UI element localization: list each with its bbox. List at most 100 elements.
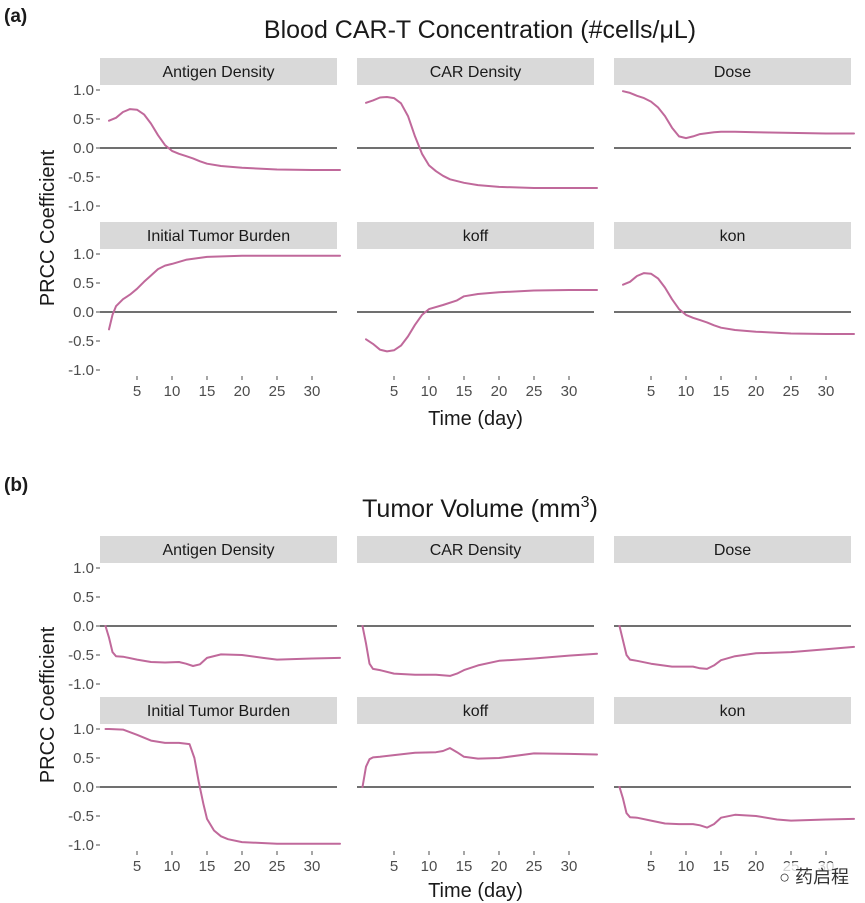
facet-initial-tumor-burden: Initial Tumor Burden 1.0 0.5 0.0 -0.5 -1.0 5 10… — [68, 697, 341, 875]
prcc-curve — [622, 272, 855, 335]
facet-title: Dose — [714, 542, 751, 559]
x-tick-label: 15 — [199, 383, 216, 400]
x-tick-label: 10 — [678, 858, 695, 875]
x-tick-label: 5 — [647, 858, 655, 875]
y-tick-label: 0.0 — [73, 618, 94, 635]
prcc-curve — [108, 254, 341, 331]
facet-strip — [100, 536, 337, 563]
y-tick-label: 0.5 — [73, 111, 94, 128]
x-tick-label: 20 — [234, 383, 251, 400]
x-tick-label: 20 — [748, 383, 765, 400]
y-tick-label: -1.0 — [68, 837, 94, 854]
facet-antigen-density: Antigen Density 1.0 0.5 0.0 -0.5 -1.0 — [68, 58, 341, 215]
facet-title: CAR Density — [430, 542, 522, 559]
x-tick-label: 15 — [713, 858, 730, 875]
prcc-curve — [365, 96, 598, 189]
watermark: ○ 药启程 — [775, 863, 853, 889]
x-tick-label: 5 — [390, 383, 398, 400]
x-tick-label: 10 — [421, 858, 438, 875]
prcc-curve — [365, 289, 598, 353]
facet-title: kon — [720, 228, 746, 245]
x-tick-label: 15 — [456, 858, 473, 875]
y-tick-label: -0.5 — [68, 169, 94, 186]
y-tick-label: 1.0 — [73, 82, 94, 99]
facet-koff: koff 5 10 15 20 25 30 — [357, 697, 598, 875]
x-tick-label: 20 — [491, 858, 508, 875]
x-tick-label: 30 — [818, 383, 835, 400]
facet-initial-tumor-burden: Initial Tumor Burden 1.0 0.5 0.0 -0.5 -1.0 5 10… — [68, 222, 341, 400]
x-tick-label: 5 — [133, 858, 141, 875]
facet-strip — [100, 58, 337, 85]
y-tick-label: 0.0 — [73, 304, 94, 321]
facet-strip — [357, 58, 594, 85]
x-tick-label: 30 — [561, 858, 578, 875]
y-tick-label: 1.0 — [73, 721, 94, 738]
chart-title: Blood CAR-T Concentration (#cells/μL) — [264, 16, 696, 44]
facet-car-density: CAR Density — [357, 58, 598, 189]
prcc-curve — [622, 90, 855, 140]
prcc-curve — [618, 625, 855, 670]
y-tick-label: 0.5 — [73, 750, 94, 767]
x-tick-label: 10 — [678, 383, 695, 400]
chart-a: (a) Blood CAR-T Concentration (#cells/μL)… — [4, 6, 855, 430]
x-tick-label: 10 — [421, 383, 438, 400]
facet-title: Initial Tumor Burden — [147, 228, 290, 245]
x-tick-label: 5 — [133, 383, 141, 400]
facet-strip — [614, 536, 851, 563]
x-tick-label: 20 — [234, 858, 251, 875]
x-axis-label: Time (day) — [428, 408, 523, 430]
prcc-curve — [104, 728, 341, 845]
y-tick-label: -1.0 — [68, 362, 94, 379]
x-tick-label: 30 — [561, 383, 578, 400]
facet-strip — [614, 58, 851, 85]
facet-strip — [614, 697, 851, 724]
chart-b: (b) Tumor Volume (mm3) PRCC Coefficient Tim… — [4, 475, 855, 902]
y-tick-label: -1.0 — [68, 676, 94, 693]
facet-title: Antigen Density — [162, 64, 274, 81]
y-tick-label: 0.5 — [73, 589, 94, 606]
x-tick-label: 20 — [748, 858, 765, 875]
y-axis-label: PRCC Coefficient — [37, 626, 59, 783]
x-tick-label: 20 — [491, 383, 508, 400]
x-tick-label: 5 — [647, 383, 655, 400]
y-tick-label: -0.5 — [68, 333, 94, 350]
x-tick-label: 25 — [783, 383, 800, 400]
facet-koff: koff 5 10 15 20 25 30 — [357, 222, 598, 400]
x-tick-label: 25 — [526, 383, 543, 400]
x-tick-label: 30 — [304, 383, 321, 400]
prcc-curve — [108, 108, 341, 171]
prcc-curve — [104, 625, 341, 667]
y-tick-label: -1.0 — [68, 198, 94, 215]
prcc-curve — [618, 786, 855, 829]
facet-title: Initial Tumor Burden — [147, 703, 290, 720]
x-tick-label: 5 — [390, 858, 398, 875]
facet-strip — [100, 222, 337, 249]
facet-title: CAR Density — [430, 64, 522, 81]
facet-title: Antigen Density — [162, 542, 274, 559]
facet-strip — [357, 697, 594, 724]
y-tick-label: -0.5 — [68, 647, 94, 664]
facet-dose: Dose — [614, 58, 855, 149]
facet-title: kon — [720, 703, 746, 720]
facet-strip — [100, 697, 337, 724]
y-tick-label: 1.0 — [73, 560, 94, 577]
facet-dose: Dose — [614, 536, 855, 670]
facet-title: koff — [463, 703, 489, 720]
y-axis-label: PRCC Coefficient — [37, 149, 59, 306]
x-tick-label: 25 — [269, 383, 286, 400]
prcc-curve — [361, 625, 598, 677]
x-tick-label: 15 — [199, 858, 216, 875]
facet-strip — [357, 536, 594, 563]
facet-title: Dose — [714, 64, 751, 81]
panel-label: (a) — [4, 6, 27, 27]
watermark-text: 药启程 — [795, 867, 849, 887]
facet-title: koff — [463, 228, 489, 245]
y-tick-label: 0.0 — [73, 779, 94, 796]
x-tick-label: 15 — [456, 383, 473, 400]
prcc-curve — [361, 747, 598, 788]
y-tick-label: 1.0 — [73, 246, 94, 263]
y-tick-label: 0.0 — [73, 140, 94, 157]
